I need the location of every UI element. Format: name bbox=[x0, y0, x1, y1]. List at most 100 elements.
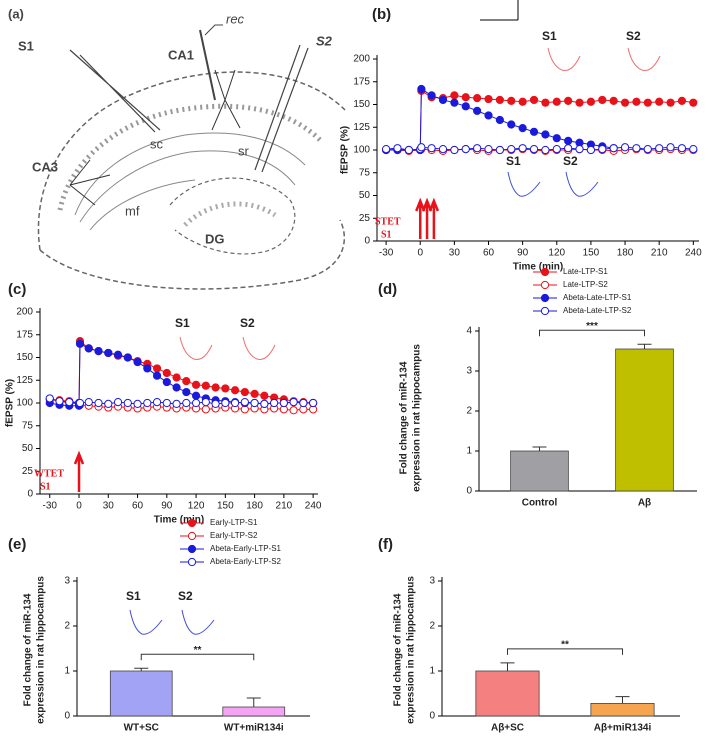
data-point bbox=[427, 144, 436, 153]
data-point bbox=[484, 144, 493, 154]
data-point bbox=[575, 144, 584, 154]
error-bar bbox=[246, 697, 261, 707]
legend-marker bbox=[187, 518, 197, 528]
data-point bbox=[123, 398, 132, 408]
inset-label: S2 bbox=[178, 589, 193, 603]
data-point bbox=[689, 98, 698, 107]
x-tick-label: 0 bbox=[76, 501, 82, 512]
data-point bbox=[84, 344, 93, 353]
x-tick-label: -30 bbox=[379, 248, 394, 259]
data-point bbox=[104, 399, 113, 409]
data-point bbox=[299, 398, 308, 408]
data-point bbox=[507, 144, 516, 154]
y-tick-label: 25 bbox=[22, 466, 34, 477]
bar bbox=[222, 706, 286, 717]
data-point bbox=[191, 398, 201, 408]
crop-mark bbox=[480, 0, 519, 21]
outline bbox=[37, 71, 346, 251]
y-axis-label: Fold change of miR-134 bbox=[23, 593, 34, 706]
data-point bbox=[240, 397, 249, 407]
data-point bbox=[113, 397, 123, 407]
legend-label: Late-LTP-S2 bbox=[563, 280, 608, 289]
x-axis-label: Time (min) bbox=[154, 515, 204, 526]
x-tick-label: 30 bbox=[449, 248, 461, 259]
significance-bracket bbox=[140, 653, 255, 661]
x-tick-label: 150 bbox=[583, 248, 600, 259]
error-bar bbox=[615, 696, 630, 704]
legend-marker bbox=[540, 293, 550, 303]
y-axis-label: fEPSP (%) bbox=[5, 379, 16, 427]
x-tick-label: Aβ+miR134i bbox=[594, 723, 652, 734]
significance-label: *** bbox=[586, 321, 598, 332]
data-point bbox=[552, 144, 561, 154]
bar bbox=[510, 450, 569, 492]
y-tick-label: 25 bbox=[359, 213, 371, 224]
data-point bbox=[609, 96, 618, 105]
data-point bbox=[461, 102, 470, 111]
bar bbox=[475, 670, 540, 717]
data-point bbox=[221, 384, 230, 393]
data-point bbox=[417, 84, 426, 94]
legend-marker bbox=[187, 531, 197, 541]
data-point bbox=[484, 94, 493, 104]
data-point bbox=[461, 144, 470, 154]
inset-trace bbox=[129, 609, 163, 635]
data-point bbox=[45, 394, 54, 403]
data-point bbox=[191, 391, 201, 400]
data-point bbox=[75, 339, 85, 348]
legend-marker bbox=[540, 306, 550, 316]
data-point bbox=[495, 115, 504, 125]
data-point bbox=[495, 95, 504, 105]
data-point bbox=[113, 350, 123, 359]
diagram-label: rec bbox=[226, 11, 245, 26]
diagram-label: CA3 bbox=[32, 159, 58, 174]
diagram-label: mf bbox=[125, 203, 140, 218]
data-point bbox=[677, 96, 687, 105]
inset-label: S2 bbox=[563, 154, 578, 168]
data-point bbox=[201, 405, 210, 414]
panel-label: (f) bbox=[378, 536, 393, 553]
fiber bbox=[89, 179, 196, 231]
data-point bbox=[473, 106, 482, 115]
data-point bbox=[450, 145, 459, 155]
panel-label: (b) bbox=[372, 6, 391, 23]
inset-label: S2 bbox=[626, 29, 641, 43]
neurons bbox=[69, 69, 241, 206]
data-point bbox=[270, 398, 279, 408]
panel-label: (a) bbox=[8, 6, 24, 21]
data-point bbox=[643, 144, 652, 154]
data-point bbox=[507, 96, 516, 105]
legend-label: Early-LTP-S1 bbox=[210, 518, 258, 527]
data-point bbox=[182, 377, 191, 386]
data-point bbox=[152, 397, 162, 407]
data-point bbox=[94, 398, 103, 408]
y-tick-label: 150 bbox=[16, 352, 33, 363]
error-bar bbox=[134, 667, 149, 671]
data-point bbox=[598, 95, 607, 105]
data-point bbox=[666, 98, 675, 107]
data-point bbox=[260, 391, 269, 400]
data-point bbox=[450, 91, 459, 100]
y-tick-label: 0 bbox=[466, 486, 472, 497]
data-point bbox=[518, 97, 527, 106]
legend-marker bbox=[540, 280, 550, 290]
data-point bbox=[564, 136, 573, 145]
y-tick-label: 100 bbox=[353, 145, 370, 156]
diagram-label: DG bbox=[205, 231, 225, 246]
x-tick-label: -30 bbox=[43, 501, 58, 512]
inset-trace bbox=[179, 336, 213, 360]
legend-marker bbox=[187, 557, 197, 567]
error-bar bbox=[637, 343, 652, 349]
significance-label: ** bbox=[561, 640, 569, 651]
inset-trace bbox=[242, 336, 276, 360]
data-point bbox=[518, 144, 527, 153]
x-tick-label: 150 bbox=[217, 501, 234, 512]
data-point bbox=[152, 364, 162, 373]
data-point bbox=[518, 124, 527, 133]
data-point bbox=[123, 353, 132, 362]
data-point bbox=[473, 144, 482, 153]
data-point bbox=[586, 145, 596, 155]
data-point bbox=[250, 398, 259, 408]
y-tick-label: 0 bbox=[64, 711, 70, 722]
